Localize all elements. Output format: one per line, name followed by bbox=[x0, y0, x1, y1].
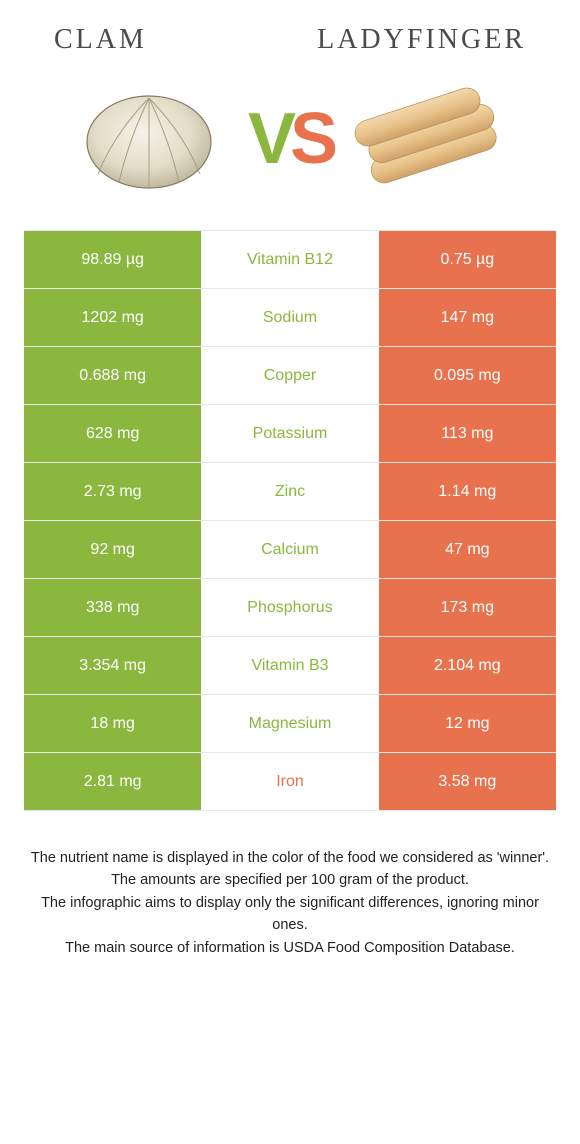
nutrient-label: Magnesium bbox=[201, 695, 378, 752]
right-value: 0.095 mg bbox=[379, 347, 556, 404]
right-value: 47 mg bbox=[379, 521, 556, 578]
left-value: 0.688 mg bbox=[24, 347, 201, 404]
nutrient-label: Zinc bbox=[201, 463, 378, 520]
left-value: 338 mg bbox=[24, 579, 201, 636]
table-row: 98.89 µgVitamin B120.75 µg bbox=[24, 231, 556, 289]
left-value: 3.354 mg bbox=[24, 637, 201, 694]
nutrient-label: Vitamin B3 bbox=[201, 637, 378, 694]
nutrient-label: Calcium bbox=[201, 521, 378, 578]
ladyfinger-icon bbox=[346, 74, 516, 204]
footer-line-3: The infographic aims to display only the… bbox=[30, 892, 550, 937]
left-value: 92 mg bbox=[24, 521, 201, 578]
left-value: 18 mg bbox=[24, 695, 201, 752]
right-value: 12 mg bbox=[379, 695, 556, 752]
table-row: 3.354 mgVitamin B32.104 mg bbox=[24, 637, 556, 695]
right-value: 113 mg bbox=[379, 405, 556, 462]
nutrient-label: Iron bbox=[201, 753, 378, 810]
nutrient-label: Copper bbox=[201, 347, 378, 404]
table-row: 2.73 mgZinc1.14 mg bbox=[24, 463, 556, 521]
left-value: 1202 mg bbox=[24, 289, 201, 346]
titles-row: Clam Ladyfinger bbox=[24, 24, 556, 56]
nutrient-label: Phosphorus bbox=[201, 579, 378, 636]
clam-icon bbox=[64, 74, 234, 204]
right-value: 173 mg bbox=[379, 579, 556, 636]
table-row: 1202 mgSodium147 mg bbox=[24, 289, 556, 347]
footer-line-2: The amounts are specified per 100 gram o… bbox=[30, 869, 550, 891]
left-value: 2.73 mg bbox=[24, 463, 201, 520]
vs-v: V bbox=[248, 103, 290, 175]
table-row: 628 mgPotassium113 mg bbox=[24, 405, 556, 463]
left-value: 2.81 mg bbox=[24, 753, 201, 810]
nutrient-label: Potassium bbox=[201, 405, 378, 462]
footer-line-4: The main source of information is USDA F… bbox=[30, 937, 550, 959]
right-value: 3.58 mg bbox=[379, 753, 556, 810]
table-row: 0.688 mgCopper0.095 mg bbox=[24, 347, 556, 405]
right-value: 2.104 mg bbox=[379, 637, 556, 694]
left-value: 628 mg bbox=[24, 405, 201, 462]
nutrient-label: Vitamin B12 bbox=[201, 231, 378, 288]
right-title: Ladyfinger bbox=[317, 24, 526, 56]
footer-line-1: The nutrient name is displayed in the co… bbox=[30, 847, 550, 869]
table-row: 2.81 mgIron3.58 mg bbox=[24, 753, 556, 811]
table-row: 18 mgMagnesium12 mg bbox=[24, 695, 556, 753]
vs-label: VS bbox=[248, 103, 332, 175]
table-row: 338 mgPhosphorus173 mg bbox=[24, 579, 556, 637]
right-value: 147 mg bbox=[379, 289, 556, 346]
hero-row: VS bbox=[24, 74, 556, 204]
right-value: 1.14 mg bbox=[379, 463, 556, 520]
table-row: 92 mgCalcium47 mg bbox=[24, 521, 556, 579]
right-value: 0.75 µg bbox=[379, 231, 556, 288]
vs-s: S bbox=[290, 103, 332, 175]
left-value: 98.89 µg bbox=[24, 231, 201, 288]
footer-notes: The nutrient name is displayed in the co… bbox=[24, 847, 556, 959]
nutrient-label: Sodium bbox=[201, 289, 378, 346]
comparison-table: 98.89 µgVitamin B120.75 µg1202 mgSodium1… bbox=[24, 230, 556, 811]
left-title: Clam bbox=[54, 24, 147, 56]
